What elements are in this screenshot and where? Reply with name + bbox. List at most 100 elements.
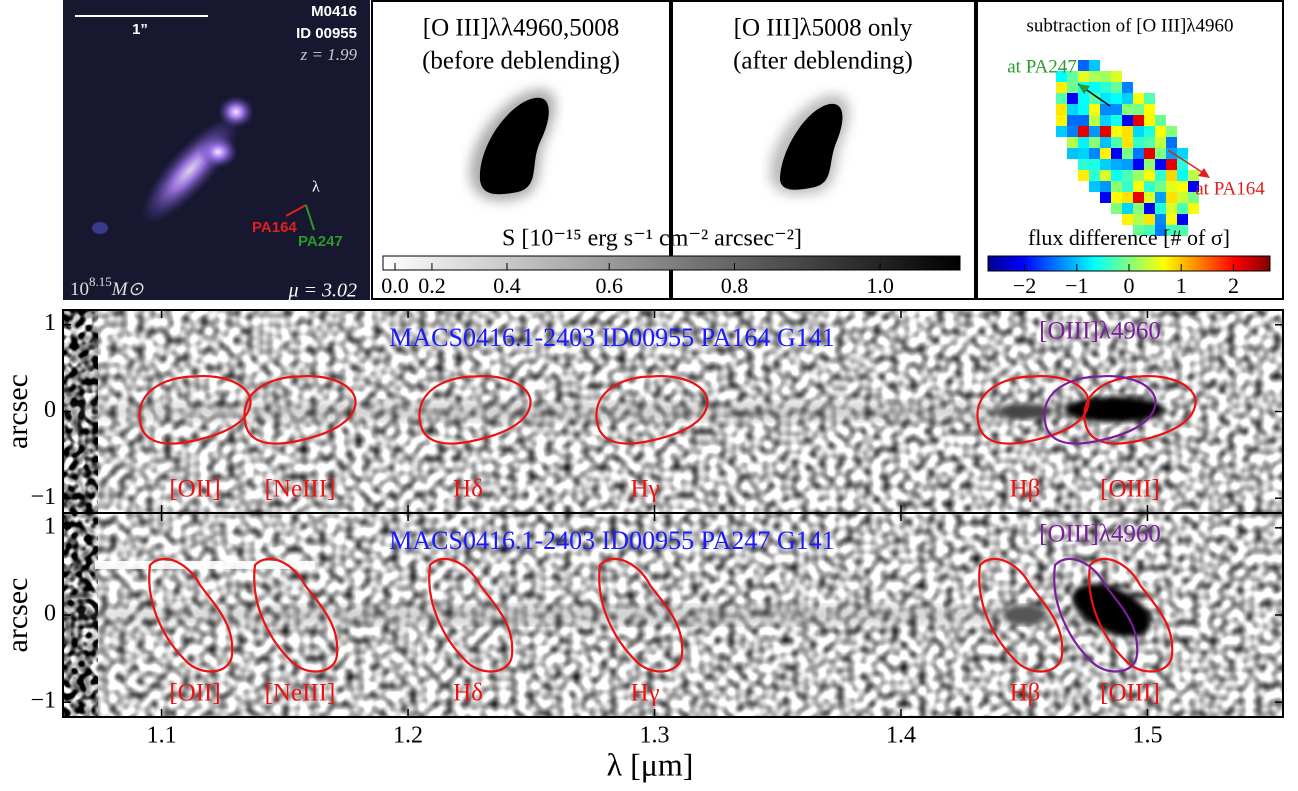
pixel: [1067, 115, 1078, 126]
pa-arrow: [305, 204, 315, 231]
y-tick-label: −1: [30, 688, 56, 714]
colorbar-label: S [10⁻¹⁵ erg s⁻¹ cm⁻² arcsec⁻²]: [502, 226, 802, 252]
line-label: Hγ: [630, 680, 659, 707]
pixel: [1122, 159, 1133, 170]
line-contour: [595, 374, 709, 445]
line-contour: [1043, 374, 1157, 445]
pixel: [1177, 181, 1188, 192]
pixel: [1133, 126, 1144, 137]
pa-label: PA164: [252, 219, 297, 236]
pixel: [1122, 192, 1133, 203]
colorbar-tick-label: 0: [1124, 273, 1135, 298]
pixel: [1111, 203, 1122, 214]
pixel: [1155, 126, 1166, 137]
colorbar-tick-label: 0.8: [721, 273, 749, 298]
pixel: [1122, 137, 1133, 148]
pixel: [1100, 137, 1111, 148]
pixel: [1111, 159, 1122, 170]
pixel: [1133, 203, 1144, 214]
pixel: [1078, 137, 1089, 148]
pixel: [1177, 148, 1188, 159]
annotation: [OIII]λ4960: [1039, 318, 1161, 345]
line-contour: [1088, 557, 1174, 673]
annotation: [OIII]λ4960: [1039, 521, 1161, 548]
pixel: [1089, 137, 1100, 148]
pixel: [1122, 93, 1133, 104]
colorbar-tick-label: 2: [1228, 273, 1239, 298]
scale-label: 1”: [132, 21, 148, 38]
pixel: [1056, 126, 1067, 137]
annotation: at PA247: [1007, 56, 1077, 77]
pixel: [1133, 192, 1144, 203]
line-label: [OIII]: [1100, 476, 1160, 503]
pixel: [1089, 60, 1100, 71]
emission-map: [780, 103, 843, 190]
pixel: [1111, 93, 1122, 104]
pixel: [1166, 203, 1177, 214]
pixel: [1144, 126, 1155, 137]
pixel: [1177, 225, 1188, 236]
colorbar-tick-label: 0.0: [381, 273, 409, 298]
line-label: Hδ: [453, 680, 483, 707]
line-label: [OII]: [169, 476, 220, 503]
pixel: [1100, 159, 1111, 170]
spectrum-image: [63, 310, 1283, 513]
colorbar-tick-label: −1: [1065, 273, 1088, 298]
pixel: [1177, 159, 1188, 170]
emission: [997, 403, 1053, 420]
pixel: [1188, 203, 1199, 214]
line-label: [NeIII]: [265, 680, 336, 707]
colorbar-tick-label: −2: [1013, 273, 1036, 298]
id-label: ID 00955: [296, 25, 357, 42]
pixel: [1078, 148, 1089, 159]
mass-unit: M⊙: [111, 279, 144, 300]
pixel: [1133, 148, 1144, 159]
line-contour: [1083, 374, 1197, 445]
pixel: [1078, 93, 1089, 104]
pixel: [1089, 115, 1100, 126]
pixel: [1067, 137, 1078, 148]
colorbar: [382, 255, 961, 271]
pixel: [1067, 71, 1078, 82]
continuum-trace: [63, 401, 1160, 422]
spectrum-image: [63, 513, 1283, 717]
map-subtitle: (after deblending): [733, 48, 913, 75]
map-subtitle: (before deblending): [422, 48, 620, 75]
line-contour: [138, 374, 252, 445]
pixel: [1111, 115, 1122, 126]
line-contour: [598, 557, 684, 673]
colorbar-tick-label: 0.4: [493, 273, 521, 298]
magnification-label: μ = 3.02: [287, 280, 357, 302]
continuum-trace: [63, 605, 1160, 625]
pixel: [1155, 115, 1166, 126]
pixel: [1111, 148, 1122, 159]
colorbar-tick-label: 1.0: [866, 273, 894, 298]
annotation: at PA164: [1195, 178, 1265, 199]
galaxy-clump: [218, 96, 254, 128]
pixel: [1089, 170, 1100, 181]
pixel: [1100, 192, 1111, 203]
y-tick-label: 0: [44, 397, 56, 423]
y-tick-label: −1: [30, 484, 56, 510]
pixel: [1122, 82, 1133, 93]
pixel: [1100, 71, 1111, 82]
pixel: [1100, 93, 1111, 104]
pixel: [1122, 203, 1133, 214]
difference-map: [1056, 60, 1199, 236]
pixel: [1100, 115, 1111, 126]
pixel: [1078, 60, 1089, 71]
colorbar-label: flux difference [# of σ]: [1028, 225, 1230, 250]
redshift-label: z = 1.99: [300, 45, 358, 64]
line-contour: [976, 374, 1090, 445]
pixel: [1056, 93, 1067, 104]
pixel: [1056, 115, 1067, 126]
pixel: [1155, 159, 1166, 170]
pixel: [1111, 137, 1122, 148]
x-tick-label: 1.4: [886, 723, 916, 749]
pixel: [1122, 170, 1133, 181]
panel-title: MACS0416.1-2403 ID00955 PA164 G141: [389, 323, 834, 352]
pixel: [1155, 148, 1166, 159]
line-contour: [978, 557, 1064, 673]
pixel: [1155, 192, 1166, 203]
pixel: [1133, 115, 1144, 126]
